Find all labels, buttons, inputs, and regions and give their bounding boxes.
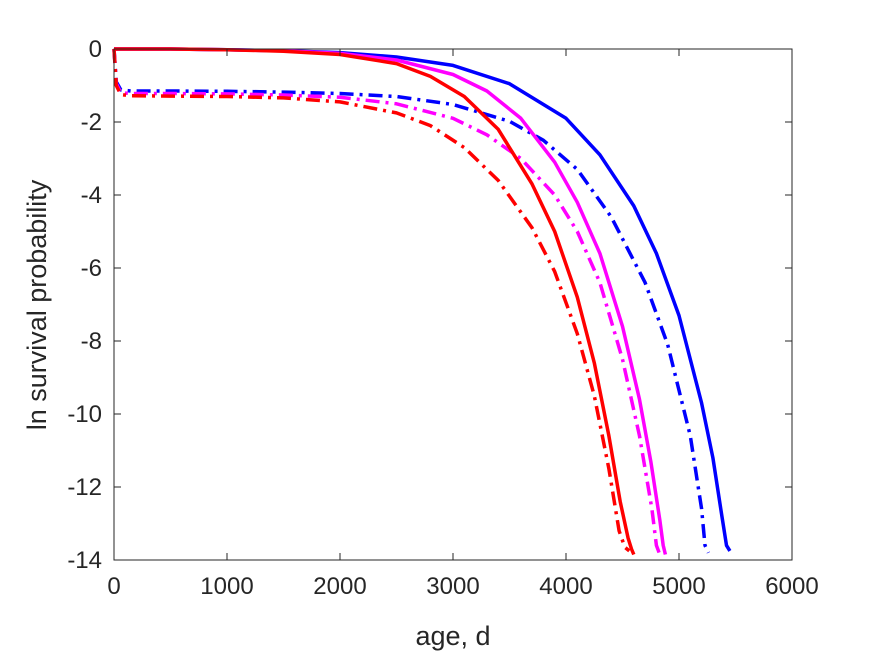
y-tick-label: -8 — [81, 328, 102, 355]
tick-labels: 0 1000 2000 3000 4000 5000 6000 0 -2 -4 -6 -8 -10 -12… — [67, 36, 818, 600]
x-tick-label: 6000 — [765, 573, 818, 600]
axes-layer — [113, 48, 793, 561]
y-tick-label: 0 — [89, 36, 102, 63]
y-tick-label: -4 — [81, 182, 102, 209]
y-axis-label: ln survival probability — [22, 179, 52, 430]
series-layer — [112, 47, 732, 556]
series-line-4 — [112, 48, 662, 556]
y-tick-label: -14 — [67, 547, 102, 574]
y-tick-label: -2 — [81, 109, 102, 136]
series-line-5 — [114, 47, 636, 556]
y-tick-label: -12 — [67, 474, 102, 501]
x-tick-label: 5000 — [652, 573, 705, 600]
x-tick-label: 3000 — [426, 573, 479, 600]
series-line-6 — [112, 48, 631, 553]
x-tick-label: 2000 — [313, 573, 366, 600]
x-tick-label: 4000 — [539, 573, 592, 600]
y-tick-label: -6 — [81, 255, 102, 282]
x-tick-label: 0 — [107, 573, 120, 600]
x-tick-label: 1000 — [200, 573, 253, 600]
plot-background — [114, 49, 792, 560]
series-line-2 — [112, 48, 710, 554]
x-axis-label: age, d — [415, 621, 490, 651]
y-tick-label: -10 — [67, 401, 102, 428]
